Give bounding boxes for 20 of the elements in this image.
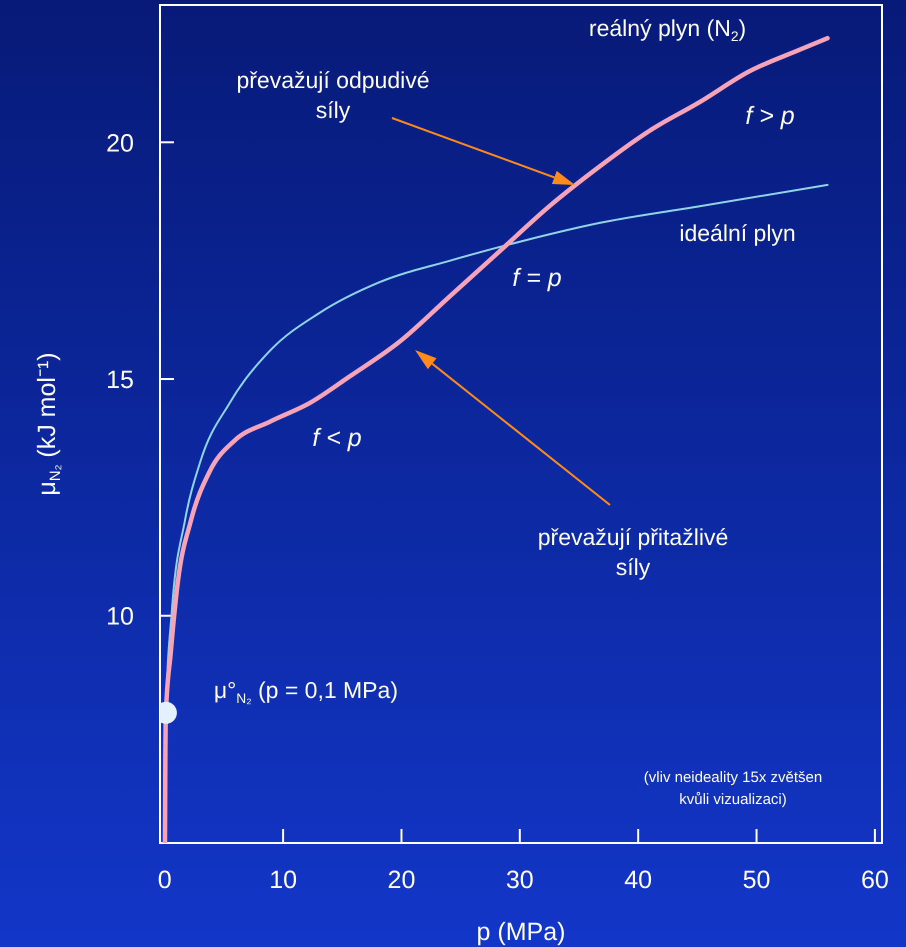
x-axis-title: p (MPa)	[476, 918, 566, 946]
y-tick-label: 20	[106, 129, 134, 158]
x-tick-label: 10	[269, 866, 297, 894]
x-tick-label: 60	[860, 866, 889, 894]
annotation: f = p	[512, 264, 562, 292]
series-label: ideální plyn	[679, 220, 796, 246]
x-tick-label: 40	[624, 866, 652, 894]
annotation: f > p	[745, 102, 795, 130]
x-tick-label: 0	[158, 866, 172, 894]
y-tick-label: 15	[106, 366, 134, 394]
series-label: reálný plyn (N$_{2}$)	[588, 15, 746, 44]
annotation: (vliv neideality 15x zvětšen kvůli vizualizaci)	[644, 769, 822, 808]
x-tick-label: 50	[742, 866, 770, 894]
annotation: převažují přitažlivé síly	[538, 524, 728, 580]
x-tick-label: 30	[506, 866, 534, 894]
annotation: μ°$_{N₂}$ (p = 0,1 MPa)	[214, 676, 398, 706]
x-tick-label: 20	[388, 866, 416, 894]
annotation: převažují odpudivé síly	[236, 67, 430, 123]
annotation: f < p	[312, 424, 362, 452]
y-tick-label: 10	[106, 602, 134, 631]
